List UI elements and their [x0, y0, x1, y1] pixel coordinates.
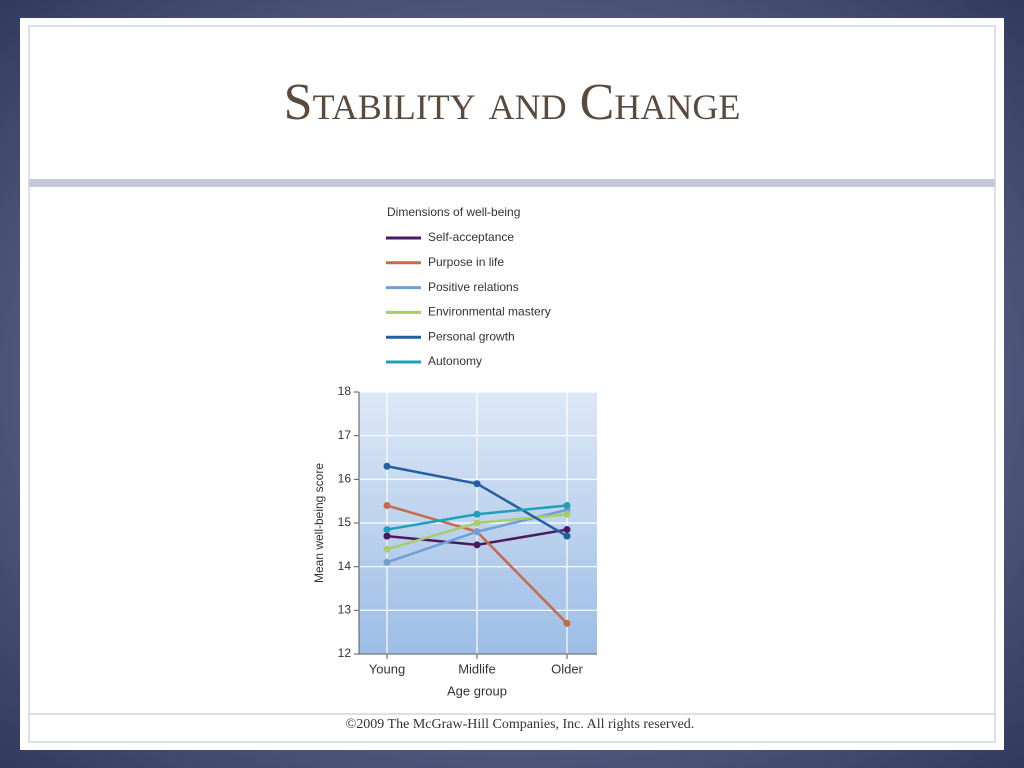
x-tick-label: Older [551, 661, 583, 676]
data-point [563, 532, 571, 540]
data-point [473, 528, 481, 536]
legend-title: Dimensions of well-being [387, 205, 520, 219]
title-separator [29, 179, 995, 187]
data-point [563, 619, 571, 627]
legend-label: Environmental mastery [428, 305, 551, 319]
data-point [563, 502, 571, 510]
slide-title: Stability and Change [284, 74, 741, 131]
x-axis-label: Age group [447, 683, 507, 698]
data-point [383, 558, 391, 566]
data-point [383, 532, 391, 540]
footer: ©2009 The McGraw-Hill Companies, Inc. Al… [346, 717, 695, 732]
data-point [563, 526, 571, 534]
y-tick-label: 16 [338, 472, 352, 486]
y-tick-label: 15 [338, 515, 352, 529]
x-tick-label: Young [369, 661, 405, 676]
legend-label: Personal growth [428, 329, 515, 343]
x-tick-label: Midlife [458, 661, 496, 676]
y-tick-label: 14 [338, 559, 352, 573]
legend-label: Autonomy [428, 354, 482, 368]
chart: Dimensions of well-being Self-acceptance P… [312, 205, 597, 698]
panel-border [28, 25, 996, 743]
y-tick-label: 12 [338, 646, 352, 660]
legend-label: Self-acceptance [428, 230, 514, 244]
data-point [383, 462, 391, 470]
data-point [383, 526, 391, 534]
y-axis-label: Mean well-being score [312, 463, 326, 583]
y-tick-label: 17 [338, 428, 352, 442]
data-point [473, 510, 481, 518]
y-tick-label: 18 [338, 384, 352, 398]
data-point [473, 519, 481, 527]
y-tick-label: 13 [338, 603, 352, 617]
data-point [383, 502, 391, 510]
data-point [563, 510, 571, 518]
data-point [383, 545, 391, 553]
legend-label: Purpose in life [428, 255, 504, 269]
data-point [473, 541, 481, 549]
legend-label: Positive relations [428, 280, 519, 294]
data-point [473, 480, 481, 488]
